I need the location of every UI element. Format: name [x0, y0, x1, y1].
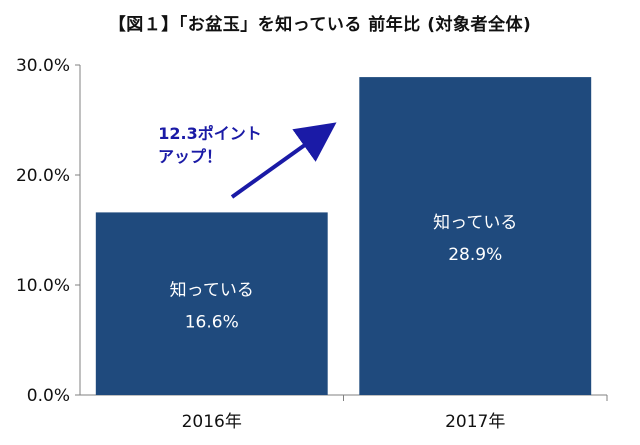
y-tick-label: 30.0% [16, 56, 70, 76]
chart-title: 【図１】「お盆玉」を知っている 前年比 (対象者全体) [108, 15, 532, 35]
bar [359, 77, 592, 395]
annotation-line-1: 12.3ポイント [158, 124, 261, 143]
bar-label: 知っている [170, 281, 254, 301]
increase-arrow [230, 122, 337, 199]
data-label: 28.9% [448, 245, 502, 265]
x-tick-label: 2016年 [182, 412, 242, 432]
data-label: 16.6% [185, 313, 239, 333]
y-tick-label: 0.0% [27, 386, 70, 406]
bar [95, 212, 328, 395]
x-tick-label: 2017年 [445, 412, 505, 432]
y-tick-label: 10.0% [16, 276, 70, 296]
y-tick-label: 20.0% [16, 166, 70, 186]
increase-annotation: 12.3ポイント アップ！ [158, 122, 337, 199]
bar-label: 知っている [433, 213, 517, 233]
annotation-line-2: アップ！ [158, 147, 222, 166]
